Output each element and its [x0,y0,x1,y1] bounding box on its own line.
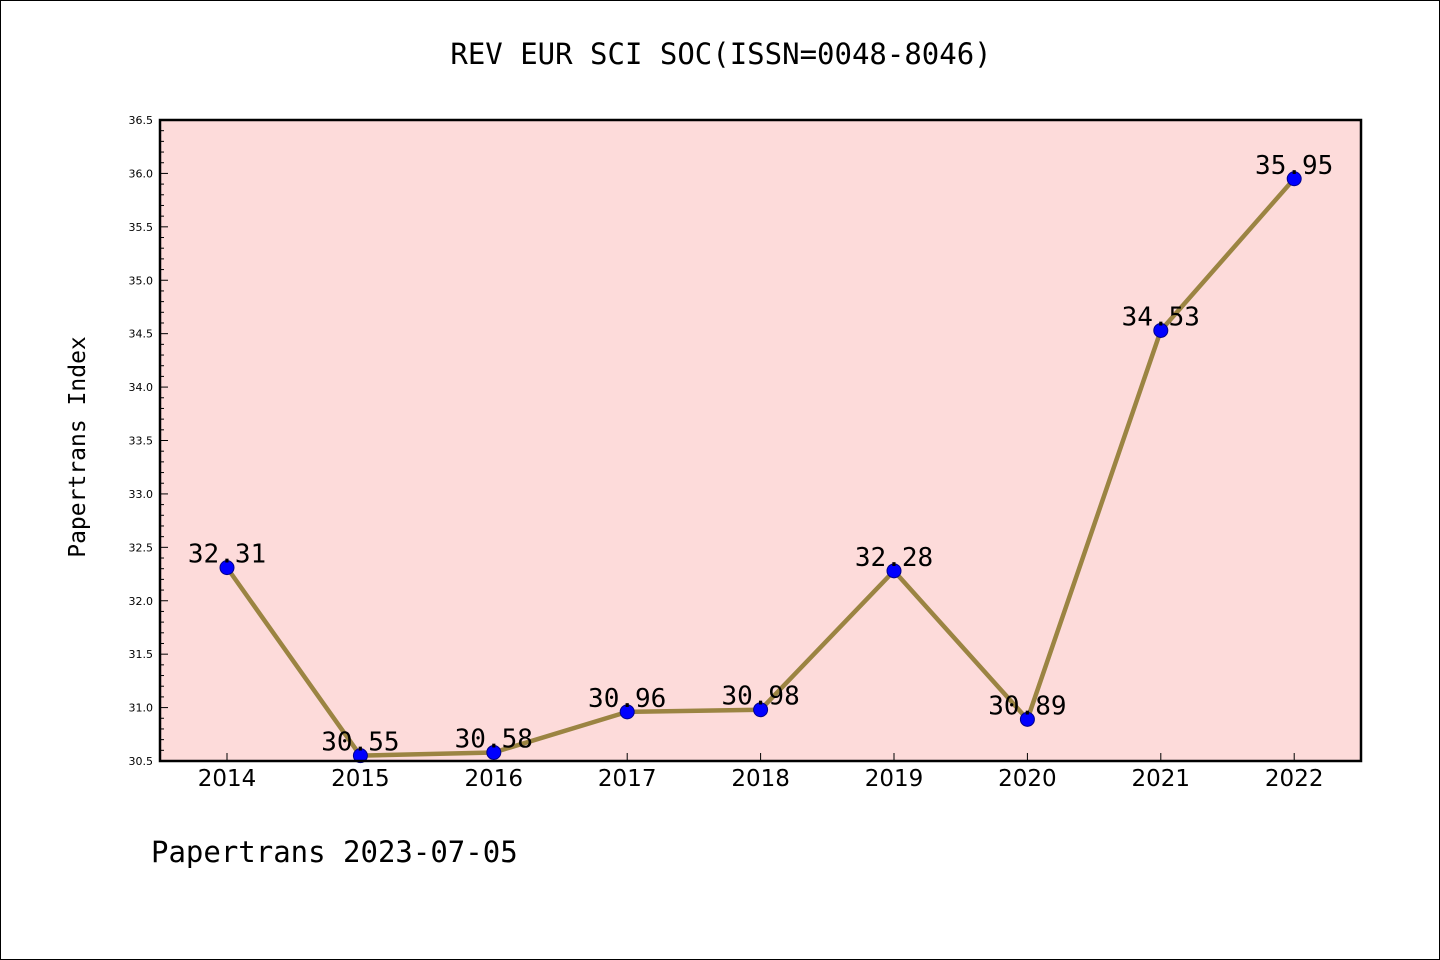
data-label: 35.95 [1255,151,1333,181]
y-tick-label: 36.5 [129,114,154,127]
data-point [619,704,635,720]
plot-area [160,120,1361,761]
y-tick-label: 32.5 [129,541,154,554]
x-tick-label: 2016 [465,766,524,792]
data-point [1286,171,1302,187]
data-label: 30.58 [455,724,533,754]
data-point [1153,322,1169,338]
y-tick-label: 34.0 [129,381,154,394]
data-label: 30.89 [988,691,1066,721]
x-tick-label: 2019 [865,766,924,792]
y-tick-label: 31.0 [129,702,154,715]
data-point [1019,711,1035,727]
y-tick-label: 31.5 [129,648,154,661]
y-tick-label: 30.5 [129,755,154,768]
data-label: 32.28 [855,543,933,573]
x-tick-label: 2014 [198,766,257,792]
data-point [753,702,769,718]
plot-border [158,118,1363,763]
y-tick-label: 35.0 [129,274,154,287]
y-tick-label: 36.0 [129,167,154,180]
data-label: 30.55 [321,728,399,758]
data-label: 30.98 [721,682,799,712]
data-point [486,744,502,760]
x-tick-label: 2015 [331,766,390,792]
x-tick-label: 2017 [598,766,657,792]
y-tick-label: 35.5 [129,221,154,234]
data-point [352,748,368,764]
y-tick-label: 33.5 [129,435,154,448]
data-point [219,560,235,576]
data-label: 32.31 [188,540,266,570]
data-label: 30.96 [588,684,666,714]
y-tick-label: 33.0 [129,488,154,501]
data-label: 34.53 [1122,302,1200,332]
footer-note: Papertrans 2023-07-05 [151,835,518,869]
x-tick-label: 2020 [998,766,1057,792]
x-tick-label: 2018 [731,766,790,792]
y-tick-label: 34.5 [129,328,154,341]
chart-title: REV EUR SCI SOC(ISSN=0048-8046) [450,37,992,71]
y-tick-label: 32.0 [129,595,154,608]
x-tick-label: 2021 [1132,766,1191,792]
x-tick-label: 2022 [1265,766,1324,792]
data-point [886,563,902,579]
